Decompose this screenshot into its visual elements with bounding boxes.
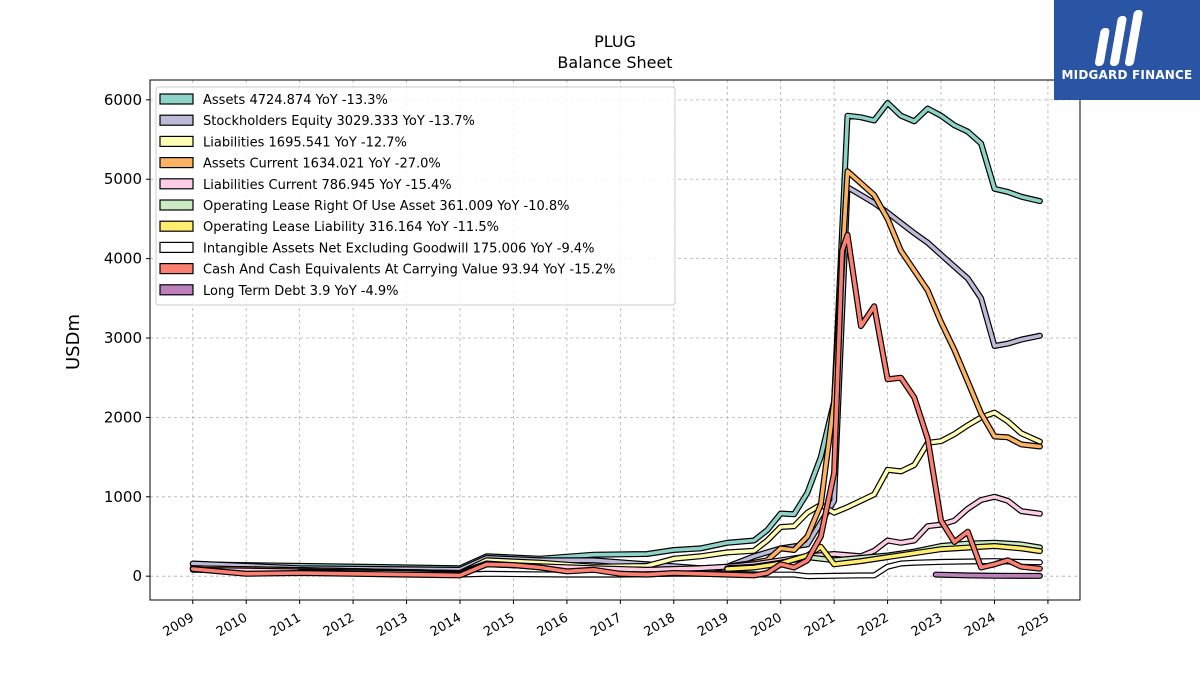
x-tick-label: 2018 — [642, 610, 678, 640]
series-stockholders-equity — [189, 184, 1043, 573]
x-tick-label: 2023 — [909, 610, 945, 640]
legend-entry: Liabilities Current 786.945 YoY -15.4% — [203, 178, 452, 193]
legend-box — [155, 86, 676, 306]
series-line — [191, 233, 1042, 578]
legend-swatch — [159, 199, 194, 211]
y-tick-label: 0 — [132, 567, 142, 585]
x-tick-label: 2019 — [695, 610, 731, 640]
y-tick-label: 3000 — [104, 329, 142, 347]
series-intangible-assets-net-excluding-goodwill — [296, 558, 1043, 580]
legend-swatch — [159, 135, 194, 147]
series-line — [191, 185, 1042, 572]
legend-entry: Liabilities 1695.541 YoY -12.7% — [203, 135, 407, 150]
x-tick-label: 2021 — [802, 610, 838, 640]
legend-swatch — [159, 241, 194, 253]
x-tick-label: 2012 — [321, 610, 357, 640]
legend: Assets 4724.874 YoY -13.3% Stockholders E… — [155, 86, 676, 306]
series-line — [297, 559, 1042, 579]
series-cash-and-cash-equivalents-at-carrying-value — [189, 231, 1043, 579]
x-tick-label: 2022 — [855, 610, 891, 640]
x-tick-label: 2011 — [267, 610, 303, 640]
legend-swatch — [159, 93, 194, 105]
legend-entry: Stockholders Equity 3029.333 YoY -13.7% — [203, 114, 475, 129]
series-liabilities — [189, 409, 1043, 576]
series-long-term-debt — [932, 571, 1043, 579]
series-line — [191, 410, 1042, 575]
legend-entry: Cash And Cash Equivalents At Carrying Va… — [203, 263, 615, 278]
x-tick-label: 2009 — [161, 610, 197, 640]
y-tick-label: 1000 — [104, 488, 142, 506]
x-tick-label: 2025 — [1016, 610, 1052, 640]
legend-entry: Assets 4724.874 YoY -13.3% — [203, 93, 388, 108]
chart-title: PLUG — [594, 32, 636, 51]
series-liabilities-current — [189, 493, 1043, 577]
y-tick-label: 6000 — [104, 91, 142, 109]
series-line — [725, 544, 1042, 571]
y-tick-label: 5000 — [104, 170, 142, 188]
y-axis-label: USDm — [63, 314, 84, 370]
legend-entry: Operating Lease Right Of Use Asset 361.0… — [203, 199, 570, 214]
x-tick-label: 2013 — [374, 610, 410, 640]
legend-swatch — [159, 114, 194, 126]
logo-text: MIDGARD FINANCE — [1061, 68, 1193, 82]
x-tick-label: 2017 — [588, 610, 624, 640]
legend-entry: Operating Lease Liability 316.164 YoY -1… — [203, 220, 499, 235]
x-tick-label: 2024 — [962, 610, 998, 640]
legend-entry: Long Term Debt 3.9 YoY -4.9% — [203, 284, 399, 299]
legend-swatch — [159, 263, 194, 275]
legend-swatch — [159, 284, 194, 296]
legend-entry: Intangible Assets Net Excluding Goodwill… — [203, 241, 594, 256]
y-tick-label: 2000 — [104, 408, 142, 426]
series-lines — [189, 100, 1043, 580]
x-tick-label: 2020 — [749, 610, 785, 640]
x-tick-label: 2010 — [214, 610, 250, 640]
x-tick-label: 2014 — [428, 610, 464, 640]
series-operating-lease-liability — [724, 543, 1043, 572]
legend-swatch — [159, 157, 194, 169]
x-tick-label: 2016 — [535, 610, 571, 640]
legend-swatch — [159, 178, 194, 190]
logo-emblem-icon — [1095, 10, 1143, 66]
chart-subtitle: Balance Sheet — [557, 53, 672, 72]
x-tick-label: 2015 — [481, 610, 517, 640]
legend-entry: Assets Current 1634.021 YoY -27.0% — [203, 157, 441, 172]
series-line — [191, 494, 1042, 576]
legend-swatch — [159, 220, 194, 232]
series-line — [933, 572, 1042, 578]
plot-frame — [149, 79, 1081, 601]
midgard-finance-logo: MIDGARD FINANCE — [1054, 0, 1200, 100]
y-tick-label: 4000 — [104, 250, 142, 268]
